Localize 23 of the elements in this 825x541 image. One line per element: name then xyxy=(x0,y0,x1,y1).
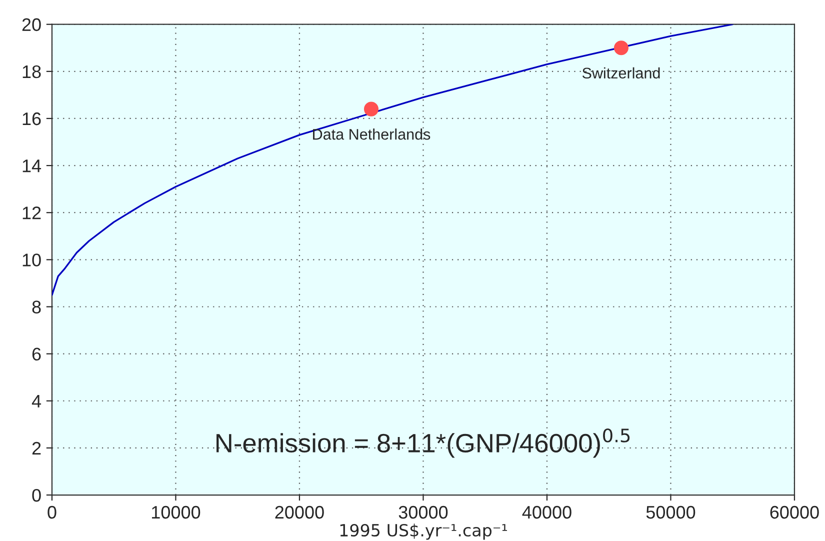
x-tick-label: 0 xyxy=(48,506,56,519)
x-tick-label: 40000 xyxy=(522,506,572,519)
annotation: Data Netherlands xyxy=(313,128,430,140)
y-tick-label: 10 xyxy=(22,254,41,266)
annotation: N-emission = 8+11*(GNP/46000)$^{0.5}$ xyxy=(216,428,630,458)
y-tick-label: 2 xyxy=(32,442,41,454)
x-axis-title: 1995 US$.yr⁻¹.cap⁻¹ xyxy=(340,524,507,540)
x-tick-label: 60000 xyxy=(770,506,819,519)
x-tick-label: 50000 xyxy=(646,506,696,519)
x-tick-label: 10000 xyxy=(152,506,200,519)
y-tick-label: 18 xyxy=(22,65,41,78)
y-tick-label: 8 xyxy=(32,300,41,314)
y-tick-label: 14 xyxy=(22,160,42,172)
line-series xyxy=(52,24,734,296)
annotation: Switzerland xyxy=(582,67,660,79)
x-tick-label: 30000 xyxy=(398,506,448,519)
y-tick-label: 6 xyxy=(32,348,41,361)
y-tick-label: 16 xyxy=(22,112,41,126)
y-tick-label: 12 xyxy=(22,206,41,220)
y-tick-label: 4 xyxy=(32,395,42,408)
y-tick-label: 0 xyxy=(32,488,41,502)
y-tick-label: 20 xyxy=(22,18,41,32)
x-tick-label: 20000 xyxy=(275,506,324,519)
